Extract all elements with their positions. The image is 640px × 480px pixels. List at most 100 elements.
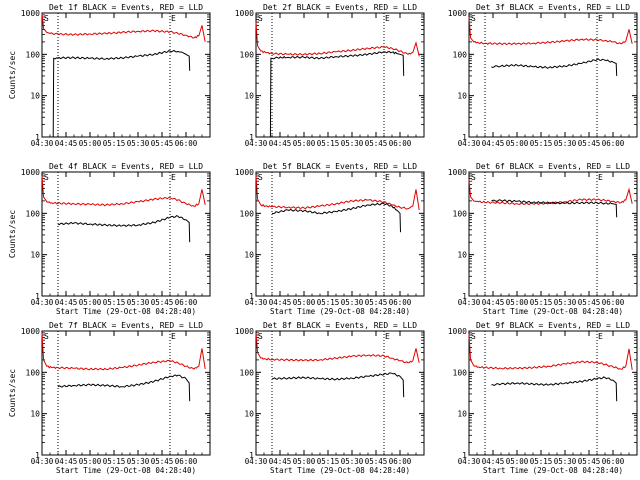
lld-series-line xyxy=(41,13,206,42)
panel-title: Det 1f BLACK = Events, RED = LLD xyxy=(49,3,203,12)
x-tick-label: 05:30 xyxy=(341,298,364,307)
detector-panel: Det 9f BLACK = Events, RED = LLD 1 10 100 10… xyxy=(448,321,638,475)
panel-title: Det 2f BLACK = Events, RED = LLD xyxy=(263,3,417,12)
lld-series-line xyxy=(41,175,206,207)
y-tick-label: 10 xyxy=(244,92,254,101)
y-tick-label: 10 xyxy=(30,251,40,260)
y-tick-label: 1000 xyxy=(448,9,467,18)
end-marker-label: E xyxy=(598,173,603,182)
x-tick-label: 05:00 xyxy=(506,298,529,307)
x-tick-label: 05:15 xyxy=(530,298,553,307)
x-tick-label: 04:45 xyxy=(269,457,292,466)
start-marker-label: S xyxy=(471,173,476,182)
x-tick-label: 04:45 xyxy=(55,139,78,148)
x-tick-label: 05:00 xyxy=(506,139,529,148)
x-tick-label: 04:45 xyxy=(482,457,505,466)
panel-title: Det 5f BLACK = Events, RED = LLD xyxy=(263,162,417,171)
x-tick-label: 06:00 xyxy=(389,139,412,148)
y-tick-label: 10 xyxy=(457,410,467,419)
x-tick-label: 04:30 xyxy=(31,457,54,466)
x-tick-label: 04:45 xyxy=(482,139,505,148)
x-tick-label: 05:15 xyxy=(317,298,340,307)
x-axis-label: Start Time (29-Oct-08 04:28:40) xyxy=(483,307,623,316)
detector-panel: Det 3f BLACK = Events, RED = LLD 1 10 100 10… xyxy=(448,3,638,148)
x-tick-label: 06:00 xyxy=(602,139,625,148)
start-marker-label: S xyxy=(44,173,49,182)
x-tick-label: 05:45 xyxy=(365,457,388,466)
x-tick-label: 05:45 xyxy=(578,298,601,307)
x-tick-label: 05:15 xyxy=(317,457,340,466)
detector-panel: Det 6f BLACK = Events, RED = LLD 1 10 100 10… xyxy=(448,162,638,316)
x-axis-label: Start Time (29-Oct-08 04:28:40) xyxy=(483,466,623,475)
y-tick-label: 1000 xyxy=(235,327,254,336)
y-tick-label: 1000 xyxy=(21,9,40,18)
y-tick-label: 10 xyxy=(457,251,467,260)
panel-title: Det 6f BLACK = Events, RED = LLD xyxy=(476,162,630,171)
x-tick-label: 06:00 xyxy=(175,139,198,148)
events-series-line xyxy=(57,214,191,243)
events-series-line xyxy=(271,202,401,233)
y-tick-label: 1 xyxy=(249,451,254,460)
x-tick-label: 05:00 xyxy=(293,457,316,466)
x-tick-label: 05:45 xyxy=(151,298,174,307)
x-tick-label: 04:45 xyxy=(482,298,505,307)
y-tick-label: 100 xyxy=(453,50,468,59)
x-tick-label: 05:15 xyxy=(103,298,126,307)
x-tick-label: 06:00 xyxy=(175,457,198,466)
x-tick-label: 04:45 xyxy=(269,139,292,148)
x-tick-label: 05:15 xyxy=(530,457,553,466)
y-tick-label: 1 xyxy=(249,133,254,142)
x-tick-label: 04:30 xyxy=(458,298,481,307)
x-tick-label: 05:00 xyxy=(79,457,102,466)
y-axis-label: Counts/sec xyxy=(8,369,17,417)
y-tick-label: 1 xyxy=(462,292,467,301)
x-axis-label: Start Time (29-Oct-08 04:28:40) xyxy=(270,466,410,475)
x-tick-label: 05:30 xyxy=(341,139,364,148)
x-tick-label: 05:00 xyxy=(293,298,316,307)
y-tick-label: 100 xyxy=(26,209,41,218)
y-tick-label: 100 xyxy=(26,368,41,377)
x-axis-label: Start Time (29-Oct-08 04:28:40) xyxy=(56,466,196,475)
y-tick-label: 1 xyxy=(462,451,467,460)
lld-series-line xyxy=(468,333,633,370)
y-tick-label: 1000 xyxy=(21,168,40,177)
x-tick-label: 05:30 xyxy=(554,457,577,466)
end-marker-label: E xyxy=(598,332,603,341)
y-tick-label: 1 xyxy=(249,292,254,301)
x-tick-label: 06:00 xyxy=(602,298,625,307)
panel-title: Det 8f BLACK = Events, RED = LLD xyxy=(263,321,417,330)
x-tick-label: 05:00 xyxy=(506,457,529,466)
y-tick-label: 1000 xyxy=(235,168,254,177)
x-tick-label: 05:30 xyxy=(341,457,364,466)
start-marker-label: S xyxy=(44,14,49,23)
x-tick-label: 05:15 xyxy=(103,457,126,466)
y-tick-label: 100 xyxy=(240,209,255,218)
x-tick-label: 04:45 xyxy=(269,298,292,307)
x-tick-label: 04:30 xyxy=(31,298,54,307)
y-tick-label: 10 xyxy=(457,92,467,101)
x-tick-label: 05:15 xyxy=(317,139,340,148)
lld-series-line xyxy=(255,22,420,57)
x-tick-label: 05:45 xyxy=(151,457,174,466)
detector-panel: Det 4f BLACK = Events, RED = LLD 1 10 100 10… xyxy=(8,162,211,316)
plot-frame xyxy=(255,12,425,138)
detector-panel: Det 2f BLACK = Events, RED = LLD 1 10 100 10… xyxy=(235,3,425,148)
y-axis-label: Counts/sec xyxy=(8,51,17,99)
x-tick-label: 05:00 xyxy=(79,139,102,148)
x-tick-label: 05:30 xyxy=(127,457,150,466)
y-tick-label: 10 xyxy=(244,410,254,419)
end-marker-label: E xyxy=(385,173,390,182)
panel-title: Det 4f BLACK = Events, RED = LLD xyxy=(49,162,203,171)
plot-frame xyxy=(468,330,638,456)
x-tick-label: 05:00 xyxy=(293,139,316,148)
y-tick-label: 1 xyxy=(35,451,40,460)
plot-frame xyxy=(255,171,425,297)
events-series-line xyxy=(491,58,618,76)
x-tick-label: 04:30 xyxy=(245,298,268,307)
y-tick-label: 100 xyxy=(26,50,41,59)
detector-panel: Det 5f BLACK = Events, RED = LLD 1 10 100 10… xyxy=(235,162,425,316)
y-tick-label: 100 xyxy=(453,368,468,377)
x-tick-label: 04:45 xyxy=(55,457,78,466)
end-marker-label: E xyxy=(385,332,390,341)
